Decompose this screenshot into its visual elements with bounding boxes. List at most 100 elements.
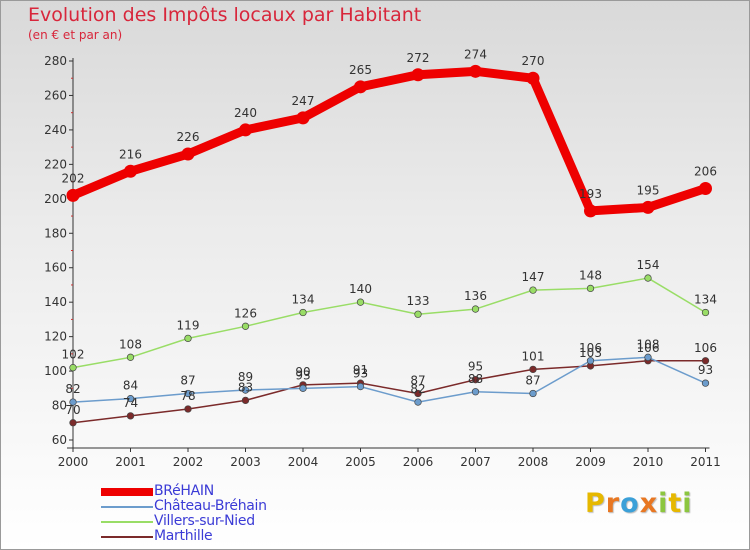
data-label: 126: [234, 306, 257, 320]
data-label: 265: [349, 63, 372, 77]
x-tick-label: 2005: [345, 455, 376, 469]
data-label: 93: [698, 363, 713, 377]
data-point: [641, 200, 655, 214]
legend-swatch: [101, 521, 153, 523]
logo-letter: P: [585, 488, 606, 519]
data-label: 202: [62, 171, 85, 185]
axes: 60 80 100 120 140 160 180 200 220 240 260 280 2000 20…: [44, 54, 721, 469]
data-label: 78: [180, 389, 195, 403]
y-tick-label: 80: [52, 399, 67, 413]
data-point: [299, 308, 307, 317]
data-label: 87: [180, 373, 195, 387]
chart-subtitle: (en € et par an): [28, 28, 123, 42]
data-point: [241, 322, 250, 330]
data-label: 240: [234, 106, 257, 120]
y-tick-label: 260: [44, 88, 67, 102]
series-line-2: [72, 277, 707, 369]
data-label: 195: [637, 183, 660, 197]
data-label: 147: [522, 270, 545, 284]
y-tick-label: 140: [44, 295, 67, 309]
data-label: 274: [464, 47, 487, 61]
data-point: [471, 388, 480, 396]
data-label: 106: [637, 341, 660, 355]
data-label: 91: [353, 363, 368, 377]
data-point: [66, 188, 80, 202]
series-points: [66, 64, 712, 427]
x-tick-label: 2008: [518, 455, 549, 469]
data-point: [644, 274, 652, 282]
series-line-3: [72, 360, 707, 424]
data-point: [471, 305, 480, 313]
data-point: [69, 363, 77, 372]
data-point: [471, 376, 480, 384]
y-tick-label: 160: [44, 261, 67, 275]
data-point: [69, 398, 77, 406]
data-label: 154: [637, 258, 660, 272]
legend-label: Villers-sur-Nied: [154, 513, 255, 529]
legend-swatch: [101, 506, 153, 508]
y-tick-label: 180: [44, 226, 67, 240]
logo-letter: x: [639, 488, 659, 519]
data-label: 247: [292, 94, 315, 108]
x-tick-label: 2007: [460, 455, 491, 469]
y-tick-label: 240: [44, 123, 67, 137]
x-tick-label: 2009: [575, 455, 606, 469]
data-label: 74: [123, 396, 138, 410]
data-label: 193: [579, 187, 602, 201]
data-label: 90: [295, 365, 310, 379]
data-label: 272: [407, 51, 430, 65]
data-point: [124, 164, 137, 178]
data-label: 87: [410, 373, 425, 387]
legend-label: BRéHAIN: [154, 483, 214, 499]
chart-title: Evolution des Impôts locaux par Habitant: [28, 4, 422, 26]
series-lines: [68, 66, 710, 424]
series-line-0: [68, 66, 710, 216]
legend-label: Château-Bréhain: [154, 498, 267, 514]
data-label: 84: [123, 379, 138, 393]
data-point: [644, 353, 652, 361]
data-label: 119: [177, 318, 200, 332]
data-label: 83: [238, 380, 253, 394]
data-label: 108: [637, 337, 660, 351]
legend-swatch: [101, 536, 153, 538]
data-label: 106: [579, 341, 602, 355]
data-label: 134: [694, 293, 717, 307]
data-point: [701, 308, 710, 317]
data-point: [126, 353, 135, 361]
data-point: [184, 389, 192, 398]
data-label: 136: [464, 289, 487, 303]
data-label: 103: [579, 346, 602, 360]
data-label: 70: [65, 403, 80, 417]
data-point: [414, 398, 422, 406]
data-point: [296, 111, 310, 125]
data-point: [529, 286, 537, 294]
data-point: [701, 357, 710, 365]
logo-letter: o: [620, 488, 640, 519]
legend-label: Marthille: [154, 528, 213, 544]
data-label: 87: [525, 373, 540, 387]
x-tick-label: 2011: [690, 455, 721, 469]
x-tick-label: 2003: [230, 455, 261, 469]
logo-letter: i: [658, 488, 669, 519]
data-label: 270: [522, 54, 545, 68]
x-tick-label: 2010: [633, 455, 664, 469]
data-point: [529, 365, 537, 374]
x-tick-label: 2004: [288, 455, 319, 469]
y-tick-label: 100: [44, 364, 67, 378]
data-point: [184, 405, 192, 413]
data-label: 106: [694, 341, 717, 355]
data-point: [526, 71, 540, 85]
data-point: [586, 284, 595, 293]
data-point: [126, 395, 135, 403]
data-point: [529, 389, 537, 398]
data-point: [356, 298, 365, 306]
data-point: [69, 419, 77, 427]
y-tick-label: 200: [44, 192, 67, 206]
data-label: 101: [522, 349, 545, 363]
data-point: [414, 389, 422, 398]
x-tick-label: 2002: [173, 455, 204, 469]
data-point: [241, 386, 250, 394]
